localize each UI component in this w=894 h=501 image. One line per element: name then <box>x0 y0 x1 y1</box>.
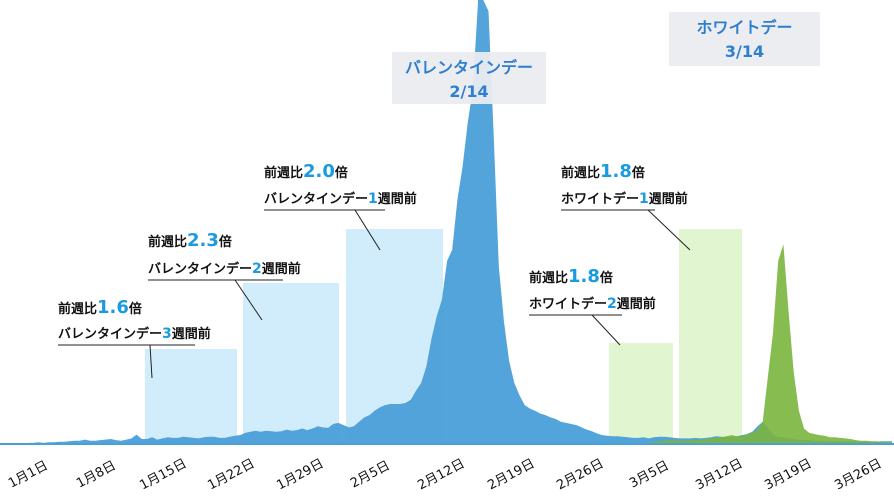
x-axis-ticks: 1月1日 1月8日 1月15日 1月22日 1月29日 2月5日 2月12日 2月19日 2月2… <box>6 456 884 493</box>
x-tick-label: 1月22日 <box>205 456 257 493</box>
x-tick-label: 3月19日 <box>762 456 814 493</box>
annotation-event-1: バレンタインデー3週間前 <box>58 326 211 342</box>
annotation-ratio-3: 前週比2.0倍 <box>264 161 348 182</box>
annotation-event-5: ホワイトデー1週間前 <box>561 191 688 207</box>
x-tick-label: 1月15日 <box>137 456 189 493</box>
annotation-leader-5 <box>647 209 691 251</box>
annotation-ratio-2: 前週比2.3倍 <box>148 230 232 251</box>
x-tick-label: 2月5日 <box>348 458 393 491</box>
annotation-ratio-4: 前週比1.8倍 <box>529 266 613 287</box>
x-tick-label: 2月12日 <box>415 456 467 493</box>
x-tick-label: 1月1日 <box>6 458 51 491</box>
annotation-event-4: ホワイトデー2週間前 <box>529 296 656 312</box>
highlight-box-5 <box>679 229 742 444</box>
area-series <box>28 0 892 444</box>
x-tick-label: 2月26日 <box>554 456 606 493</box>
event-callout-box <box>392 52 546 104</box>
annotation-leader-1 <box>149 344 153 379</box>
x-tick-label: 3月12日 <box>693 456 745 493</box>
x-tick-label: 1月29日 <box>274 456 326 493</box>
annotation-event-2: バレンタインデー2週間前 <box>148 261 301 277</box>
annotation-event-3: バレンタインデー1週間前 <box>264 191 417 207</box>
x-tick-label: 2月19日 <box>485 456 537 493</box>
annotation-leader-2 <box>234 279 263 321</box>
highlight-box-4 <box>609 343 673 444</box>
area-series-1 <box>28 0 892 444</box>
x-tick-label: 3月5日 <box>627 458 672 491</box>
event-callout-box <box>669 12 820 66</box>
highlight-box-1 <box>145 349 237 444</box>
leader-lines <box>58 209 691 379</box>
event-callout-2: ホワイトデー 3/14 <box>669 12 820 66</box>
event-callout-date: 3/14 <box>725 42 764 61</box>
event-callout-date: 2/14 <box>449 82 488 101</box>
x-tick-label: 3月26日 <box>832 456 884 493</box>
annotation-leader-4 <box>591 314 621 346</box>
annotation-ratio-1: 前週比1.6倍 <box>58 297 142 318</box>
x-tick-label: 1月8日 <box>74 458 119 491</box>
event-callout-title: ホワイトデー <box>696 18 792 37</box>
event-callout-1: バレンタインデー 2/14 <box>392 52 546 104</box>
highlight-boxes <box>145 229 742 444</box>
event-callout-title: バレンタインデー <box>405 58 533 77</box>
event-callouts: バレンタインデー 2/14 ホワイトデー 3/14 <box>392 12 820 104</box>
highlight-box-2 <box>243 283 339 444</box>
annotation-leader-3 <box>354 209 381 251</box>
annotation-ratio-5: 前週比1.8倍 <box>561 161 645 182</box>
